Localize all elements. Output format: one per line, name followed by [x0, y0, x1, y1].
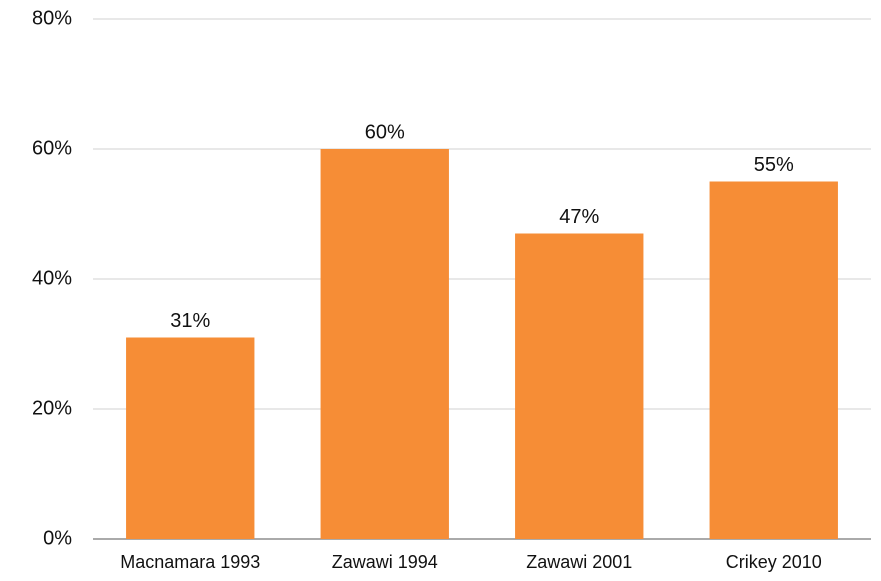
- data-label: 60%: [365, 121, 405, 143]
- x-tick-label: Macnamara 1993: [120, 552, 260, 572]
- y-tick-label: 80%: [32, 7, 72, 29]
- bar: [515, 233, 644, 539]
- bar: [320, 149, 449, 539]
- bar: [709, 181, 838, 539]
- y-tick-label: 20%: [32, 397, 72, 419]
- y-tick-label: 0%: [43, 527, 72, 549]
- bar: [126, 337, 255, 539]
- x-tick-label: Zawawi 2001: [526, 552, 632, 572]
- x-tick-label: Crikey 2010: [726, 552, 822, 572]
- y-tick-label: 60%: [32, 137, 72, 159]
- data-label: 55%: [754, 154, 794, 176]
- x-tick-label: Zawawi 1994: [332, 552, 438, 572]
- y-tick-label: 40%: [32, 267, 72, 289]
- data-label: 31%: [170, 310, 210, 332]
- data-label: 47%: [559, 206, 599, 228]
